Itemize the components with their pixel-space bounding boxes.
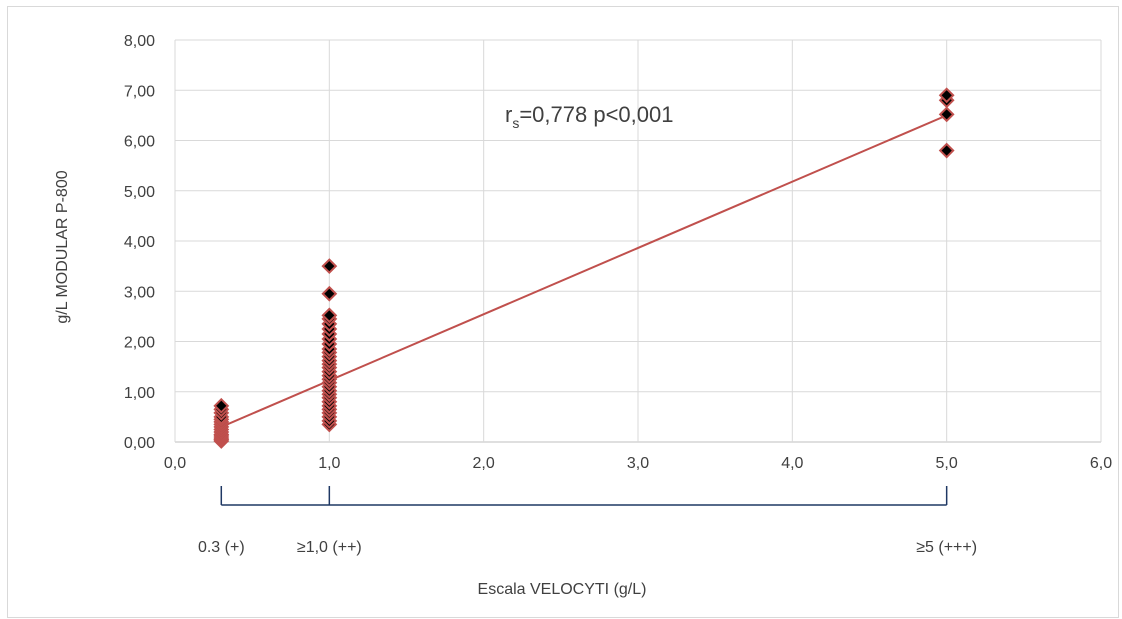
scale-category-label: ≥1,0 (++) [297,539,362,556]
y-tick-label: 8,00 [124,33,155,50]
scale-category-label: ≥5 (+++) [916,539,977,556]
x-tick-label: 4,0 [781,455,803,472]
regression-annotation: rs=0,778 p<0,001 [505,102,673,131]
x-axis-title: Escala VELOCYTI (g/L) [478,581,647,598]
data-points [213,87,955,449]
y-tick-label: 4,00 [124,234,155,251]
data-point [213,397,230,414]
y-tick-label: 1,00 [124,385,155,402]
y-tick-label: 5,00 [124,184,155,201]
trendline [220,114,948,428]
x-tick-label: 3,0 [627,455,649,472]
data-point [321,285,338,302]
data-point [938,87,955,104]
y-tick-label: 2,00 [124,335,155,352]
scale-category-label: 0.3 (+) [198,539,245,556]
x-tick-label: 1,0 [318,455,340,472]
gridlines [174,39,1102,443]
y-tick-label: 0,00 [124,435,155,452]
y-tick-label: 6,00 [124,134,155,151]
y-tick-label: 7,00 [124,83,155,100]
data-point [321,307,338,324]
x-tick-label: 2,0 [473,455,495,472]
y-axis-title: g/L MODULAR P-800 [54,170,71,323]
x-tick-label: 5,0 [936,455,958,472]
x-tick-label: 0,0 [164,455,186,472]
y-tick-label: 3,00 [124,284,155,301]
x-tick-label: 6,0 [1090,455,1112,472]
velocyti-scale-bracket: 0.3 (+) ≥1,0 (++) ≥5 (+++) [198,486,977,556]
x-tick-labels: 0,0 1,0 2,0 3,0 4,0 5,0 6,0 [164,455,1112,472]
chart-frame [7,6,1119,618]
data-point [938,142,955,159]
trendline-group [220,114,948,428]
y-tick-labels: 0,00 1,00 2,00 3,00 4,00 5,00 6,00 7,00 8,00 [124,33,155,452]
data-point [321,258,338,275]
data-point [938,106,955,123]
